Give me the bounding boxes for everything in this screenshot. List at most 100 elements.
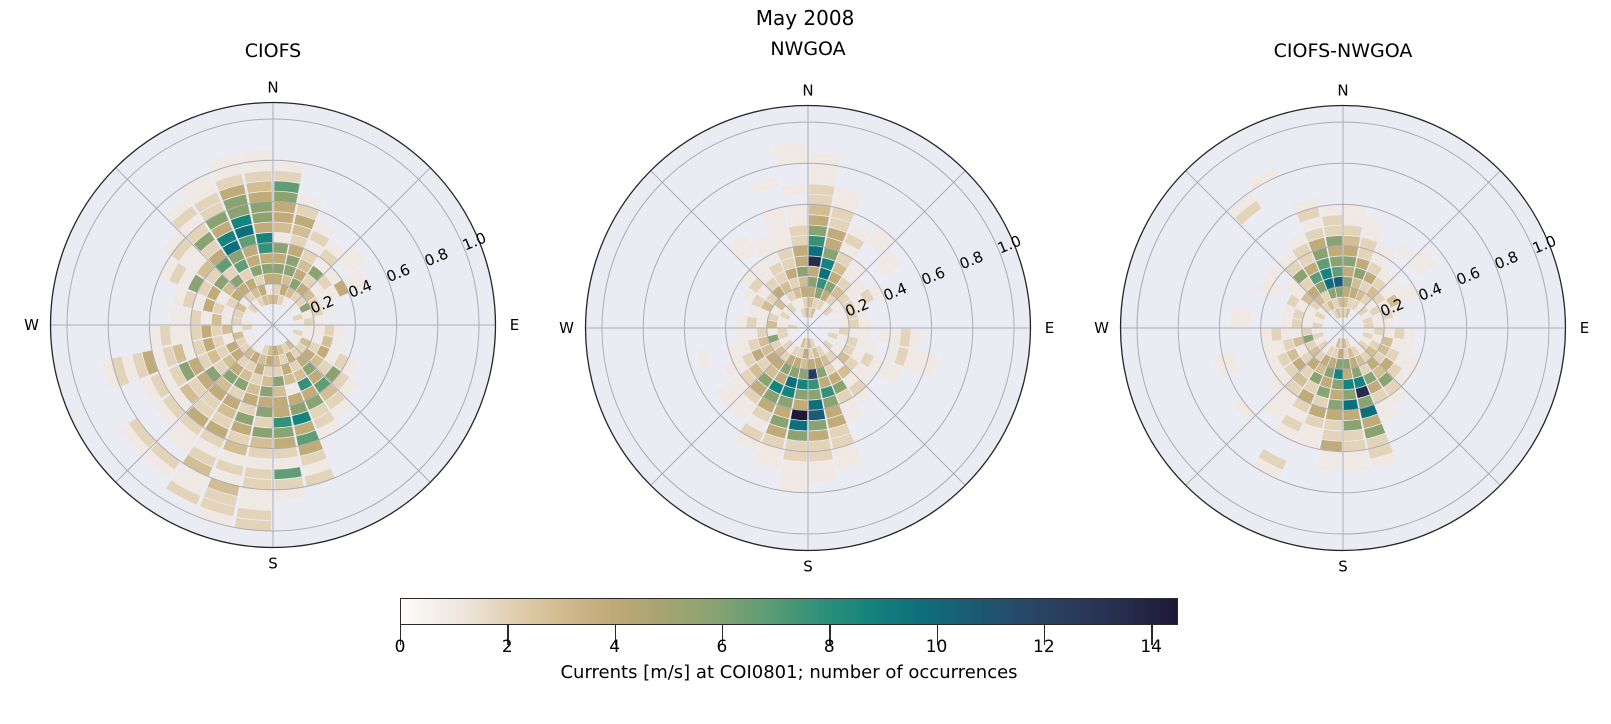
histogram-wedge (786, 342, 797, 354)
histogram-wedge (1383, 328, 1395, 338)
histogram-wedge (298, 440, 323, 456)
histogram-wedge (303, 325, 314, 333)
histogram-wedge (292, 224, 312, 239)
histogram-wedge (757, 243, 776, 259)
histogram-wedge (1343, 368, 1353, 380)
histogram-wedge (1357, 247, 1374, 261)
histogram-wedge (856, 338, 869, 351)
histogram-wedge (221, 325, 233, 335)
histogram-wedge (1331, 298, 1339, 309)
histogram-wedge (756, 318, 768, 328)
histogram-wedge (330, 337, 344, 352)
histogram-wedge (1317, 339, 1329, 350)
histogram-wedge (1381, 308, 1394, 320)
histogram-wedge (250, 201, 272, 214)
histogram-wedge (274, 436, 296, 449)
histogram-wedge (1354, 302, 1365, 314)
histogram-wedge (757, 397, 776, 413)
histogram-wedge (808, 429, 829, 441)
histogram-wedge (808, 246, 824, 257)
histogram-wedge (273, 416, 293, 428)
histogram-wedge (1300, 351, 1314, 364)
histogram-wedge (317, 360, 333, 376)
histogram-wedge (1316, 385, 1331, 399)
histogram-wedge (834, 305, 846, 316)
histogram-wedge (774, 299, 786, 311)
histogram-wedge (884, 344, 899, 363)
histogram-wedge (1386, 348, 1400, 362)
histogram-wedge (765, 277, 779, 291)
histogram-wedge (1230, 307, 1242, 328)
histogram-wedge (788, 277, 800, 290)
histogram-wedge (230, 274, 244, 288)
histogram-wedge (1367, 262, 1383, 276)
histogram-wedge (777, 247, 794, 261)
histogram-wedge (1325, 409, 1343, 421)
histogram-wedge (1321, 302, 1332, 314)
histogram-wedge (259, 253, 273, 264)
histogram-wedge (1291, 318, 1303, 328)
histogram-wedge (827, 227, 847, 242)
histogram-wedge (1323, 225, 1343, 237)
histogram-wedge (1298, 388, 1315, 404)
compass-label-n: N (267, 79, 278, 97)
histogram-wedge (313, 411, 335, 429)
histogram-wedge (809, 153, 841, 166)
histogram-wedge (732, 356, 748, 373)
histogram-wedge (277, 344, 285, 355)
histogram-wedge (774, 345, 786, 357)
histogram-wedge (334, 325, 345, 339)
histogram-wedge (1375, 243, 1394, 259)
histogram-wedge (1281, 316, 1292, 328)
histogram-wedge (1326, 299, 1335, 311)
histogram-wedge (1369, 340, 1381, 351)
histogram-wedge (1416, 248, 1437, 270)
histogram-wedge (1333, 276, 1343, 288)
histogram-wedge (1309, 345, 1321, 357)
histogram-wedge (827, 316, 838, 324)
histogram-wedge (261, 376, 273, 387)
histogram-wedge (787, 215, 808, 227)
histogram-wedge (219, 184, 246, 201)
histogram-wedge (1286, 405, 1307, 423)
histogram-wedge (221, 315, 233, 325)
histogram-wedge (1343, 307, 1347, 318)
histogram-wedge (743, 387, 762, 405)
colorbar-tick-mark (721, 625, 724, 645)
histogram-wedge (1353, 376, 1366, 389)
histogram-wedge (782, 306, 794, 317)
histogram-wedge (747, 305, 760, 318)
histogram-wedge (281, 274, 293, 287)
histogram-wedge (865, 340, 879, 355)
colorbar-gradient (400, 598, 1178, 625)
histogram-wedge (834, 340, 846, 351)
histogram-wedge (800, 358, 808, 369)
histogram-wedge (248, 191, 272, 204)
histogram-wedge (769, 227, 789, 242)
histogram-wedge (1343, 419, 1363, 431)
histogram-wedge (809, 439, 831, 452)
histogram-wedge (242, 244, 259, 258)
histogram-wedge (279, 354, 289, 365)
histogram-wedge (1292, 268, 1308, 284)
histogram-wedge (758, 443, 783, 459)
histogram-wedge (837, 312, 848, 322)
histogram-wedge (833, 443, 858, 459)
histogram-wedge (809, 204, 831, 217)
histogram-wedge (808, 389, 822, 400)
histogram-wedge (781, 385, 796, 399)
histogram-wedge (768, 262, 784, 276)
histogram-wedge (1355, 257, 1370, 271)
histogram-wedge (302, 459, 331, 476)
histogram-wedge (1362, 316, 1373, 324)
histogram-wedge (257, 243, 273, 254)
histogram-wedge (219, 449, 246, 466)
histogram-wedge (1296, 207, 1320, 223)
histogram-wedge (305, 240, 324, 256)
histogram-wedge (1347, 347, 1355, 358)
histogram-wedge (808, 297, 814, 308)
histogram-wedge (772, 357, 785, 371)
histogram-wedge (1365, 345, 1377, 357)
histogram-wedge (812, 347, 820, 358)
histogram-wedge (222, 369, 238, 385)
